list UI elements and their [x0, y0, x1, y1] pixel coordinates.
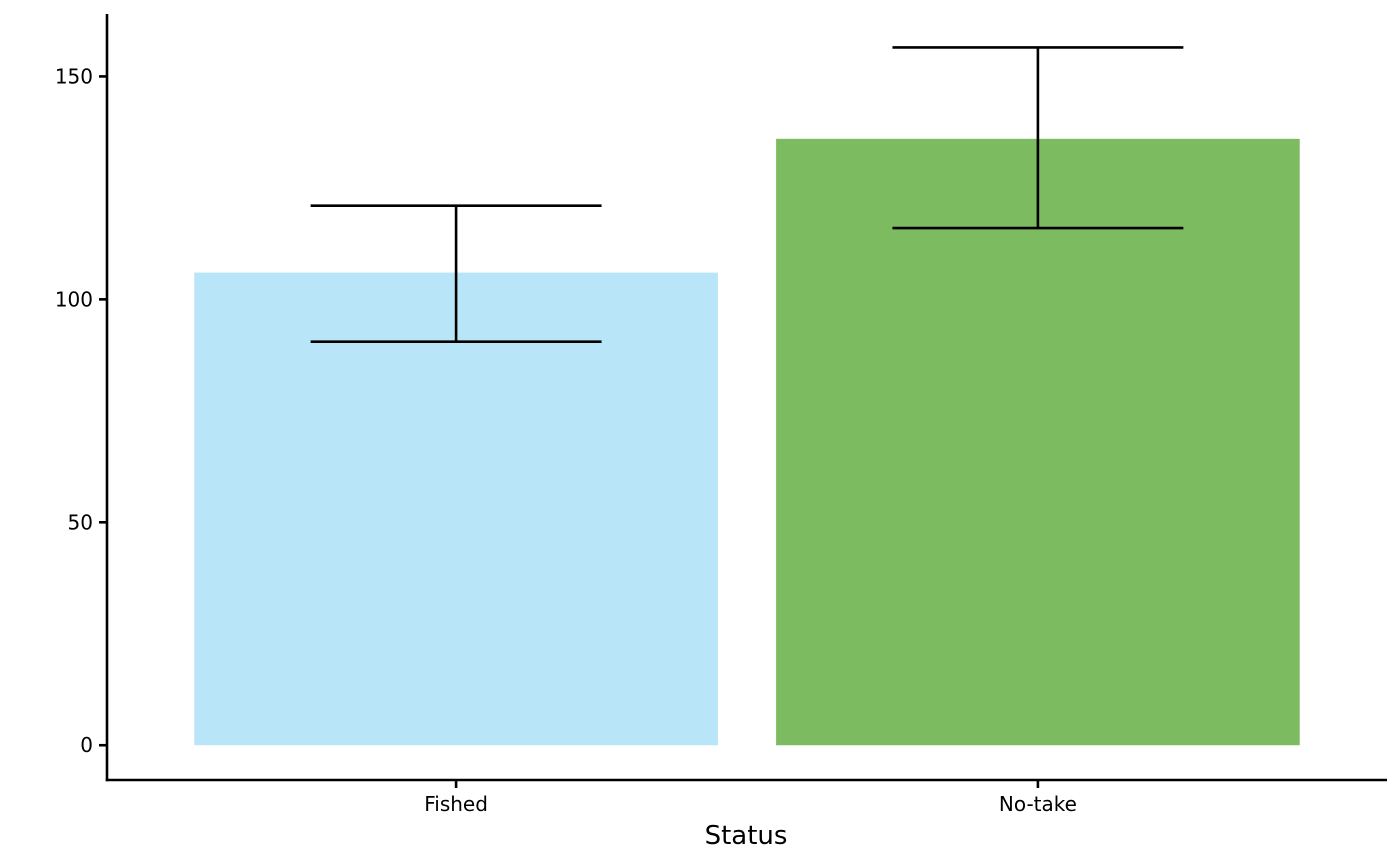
- bar-no-take: [776, 138, 1300, 746]
- x-axis-title: Status: [705, 821, 788, 851]
- bars-layer: [194, 138, 1300, 746]
- y-tick-label: 0: [80, 733, 93, 757]
- error-bars-layer: [310, 46, 1184, 344]
- x-tick-label: No-take: [999, 792, 1077, 816]
- axes-layer: 0 50 100 150 Fished No-take: [55, 14, 1387, 816]
- y-tick-label: 100: [55, 287, 93, 311]
- bar-fished: [194, 272, 718, 746]
- x-tick-label: Fished: [424, 792, 488, 816]
- y-tick-label: 150: [55, 64, 93, 88]
- y-tick-label: 50: [68, 510, 93, 534]
